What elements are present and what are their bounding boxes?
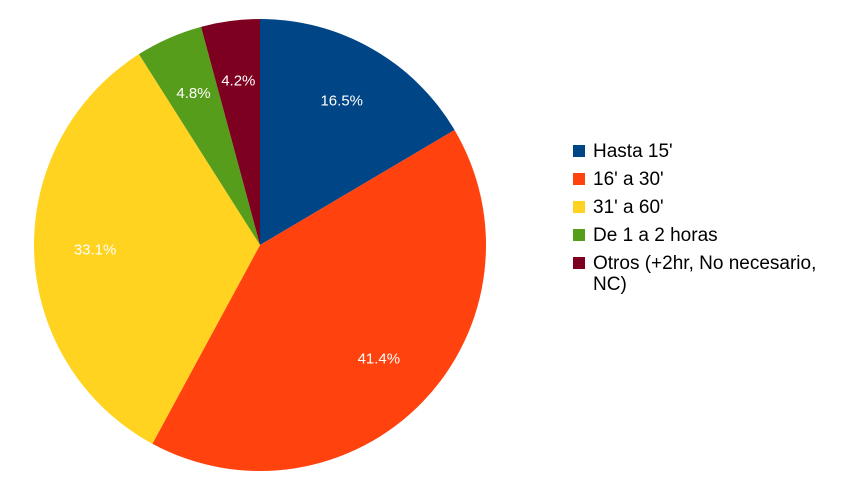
slice-label-0: 16.5% (320, 93, 363, 110)
legend-item-16-a-30: 16' a 30' (573, 169, 843, 190)
legend-label: 16' a 30' (593, 169, 664, 190)
slice-label-3: 4.8% (176, 85, 210, 102)
legend-label: 31' a 60' (593, 197, 664, 218)
pie-slice-4 (201, 19, 260, 245)
legend-item-31-a-60: 31' a 60' (573, 197, 843, 218)
legend-label: Hasta 15' (593, 141, 673, 162)
legend-item-hasta-15: Hasta 15' (573, 141, 843, 162)
legend-label: Otros (+2hr, No necesario, NC) (593, 253, 817, 295)
pie-slice-0 (260, 19, 455, 245)
legend-label: De 1 a 2 horas (593, 225, 718, 246)
legend-swatch (573, 145, 585, 157)
pie-slice-1 (152, 129, 486, 472)
pie-data-labels: 16.5% 41.4% 33.1% 4.8% 4.2% (74, 72, 400, 367)
legend-item-otros: Otros (+2hr, No necesario, NC) (573, 253, 843, 295)
slice-label-1: 41.4% (358, 350, 401, 367)
chart-legend: Hasta 15' 16' a 30' 31' a 60' De 1 a 2 h… (573, 141, 843, 302)
legend-swatch (573, 229, 585, 241)
slice-label-4: 4.2% (221, 72, 255, 89)
pie-slices (34, 19, 486, 472)
legend-item-de-1-a-2-horas: De 1 a 2 horas (573, 225, 843, 246)
legend-swatch (573, 201, 585, 213)
legend-swatch (573, 257, 585, 269)
slice-label-2: 33.1% (74, 242, 117, 259)
pie-slice-2 (34, 54, 260, 444)
legend-swatch (573, 173, 585, 185)
pie-slice-3 (138, 26, 260, 246)
